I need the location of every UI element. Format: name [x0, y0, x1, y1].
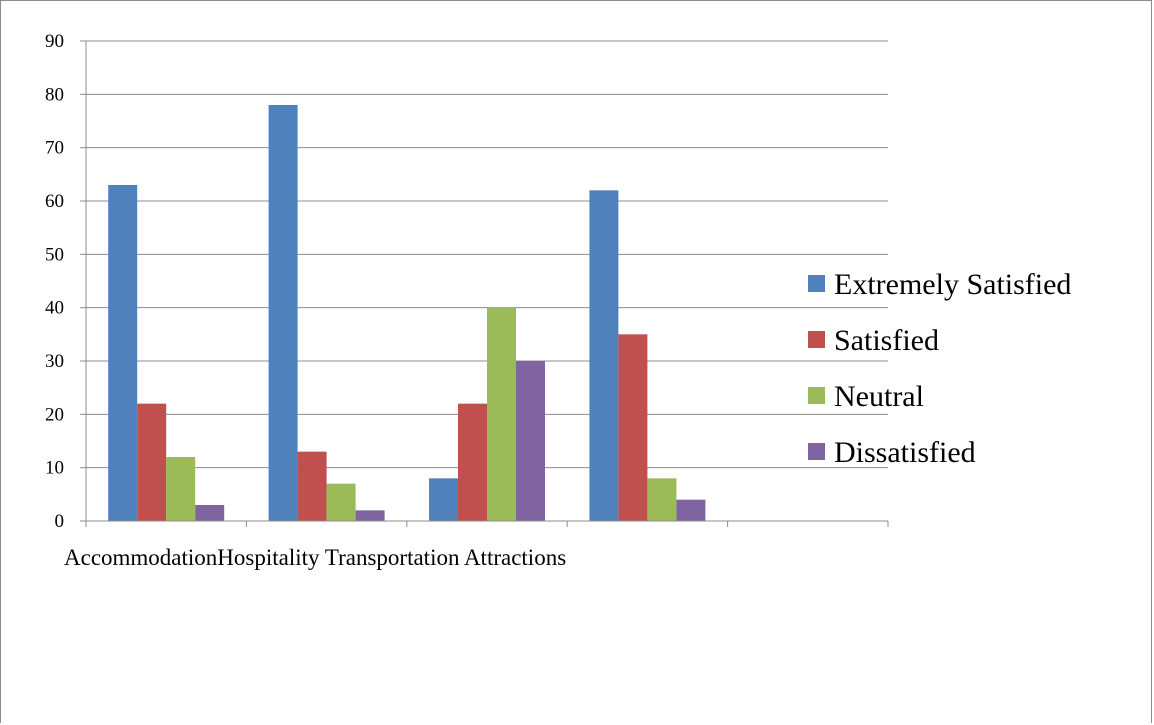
bar-neutral-attractions [647, 478, 677, 521]
legend-swatch [808, 443, 825, 460]
bars [108, 105, 706, 522]
bar-satisfied-transportation [458, 403, 487, 521]
y-tick-label: 60 [45, 191, 64, 212]
category-labels: AccommodationHospitality Transportation … [64, 545, 566, 570]
y-tick-label: 80 [45, 84, 64, 105]
bar-dissatisfied-transportation [516, 361, 545, 521]
bar-neutral-transportation [487, 307, 516, 521]
bar-extremely-satisfied-attractions [589, 190, 619, 522]
legend-swatch [808, 275, 825, 292]
bar-extremely-satisfied-transportation [429, 478, 458, 521]
category-label: Transportation [320, 545, 460, 570]
category-label: Accommodation [64, 545, 218, 570]
legend-swatch [808, 331, 825, 348]
legend-label: Neutral [834, 380, 924, 413]
legend: Extremely Satisfied Satisfied Neutral Dissa… [808, 268, 1071, 469]
y-axis-ticks: 0 10 20 30 40 50 60 70 80 90 [45, 31, 86, 532]
category-labels-row: AccommodationHospitality Transportation … [64, 545, 566, 570]
bar-satisfied-hospitality [297, 451, 327, 521]
bar-satisfied-attractions [618, 334, 648, 521]
bar-extremely-satisfied-hospitality [268, 105, 298, 521]
bar-satisfied-accommodation [137, 403, 167, 521]
legend-label: Extremely Satisfied [834, 268, 1071, 301]
y-tick-label: 70 [45, 138, 64, 159]
legend-label: Dissatisfied [834, 436, 976, 469]
legend-swatch [808, 387, 825, 404]
bar-extremely-satisfied-accommodation [108, 185, 138, 521]
bar-neutral-hospitality [326, 483, 356, 521]
bar-neutral-accommodation [166, 457, 196, 521]
y-tick-label: 40 [45, 298, 64, 319]
y-tick-label: 50 [45, 244, 64, 265]
y-tick-label: 30 [45, 351, 64, 372]
y-tick-label: 90 [45, 31, 64, 52]
legend-label: Satisfied [834, 324, 939, 357]
y-tick-label: 0 [55, 511, 65, 532]
y-tick-label: 10 [45, 458, 64, 479]
x-axis [85, 41, 889, 527]
category-label: Attractions [459, 545, 566, 570]
y-tick-label: 20 [45, 404, 64, 425]
bar-dissatisfied-hospitality [355, 510, 385, 521]
bar-dissatisfied-accommodation [195, 505, 225, 521]
bar-dissatisfied-attractions [676, 499, 706, 521]
category-label: Hospitality [217, 545, 320, 570]
